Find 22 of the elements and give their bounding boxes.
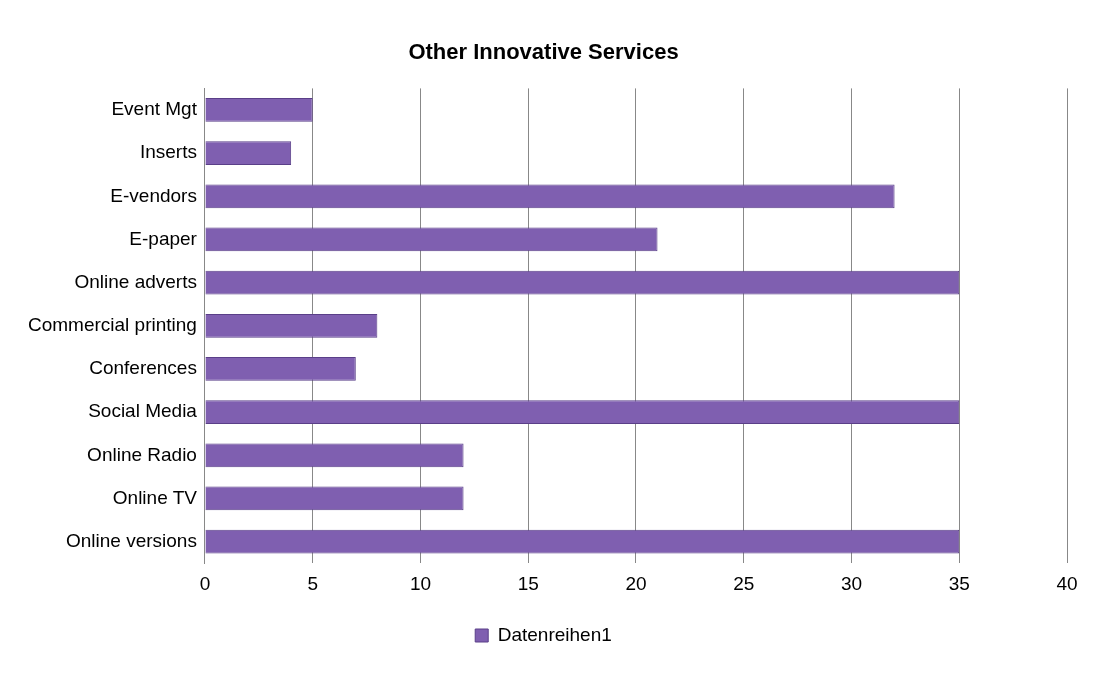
- x-tick-label: 25: [733, 572, 755, 594]
- y-tick-label: Online TV: [112, 486, 198, 508]
- y-tick-label: Event Mgt: [111, 98, 198, 120]
- y-tick-label: Commercial printing: [27, 314, 197, 336]
- chart-title: Other Innovative Services: [408, 39, 679, 65]
- legend-label: Datenreihen1: [497, 623, 612, 645]
- x-tick-label: 20: [625, 572, 647, 594]
- y-tick-label: Online adverts: [74, 270, 197, 292]
- x-tick-label: 0: [199, 572, 211, 594]
- y-tick-label: Inserts: [139, 141, 197, 163]
- x-tick-label: 30: [840, 572, 863, 594]
- x-tick-label: 35: [948, 572, 970, 594]
- x-tick-label: 40: [1056, 572, 1078, 594]
- y-tick-label: Social Media: [88, 400, 198, 422]
- x-tick-label: 5: [307, 572, 318, 594]
- x-tick-label: 10: [409, 572, 432, 594]
- y-tick-label: Conferences: [89, 357, 197, 379]
- y-tick-label: E-vendors: [110, 184, 197, 206]
- y-tick-label: Online Radio: [87, 443, 197, 465]
- x-tick-label: 15: [517, 572, 539, 594]
- y-tick-label: E-paper: [129, 227, 198, 249]
- y-tick-label: Online versions: [65, 529, 197, 551]
